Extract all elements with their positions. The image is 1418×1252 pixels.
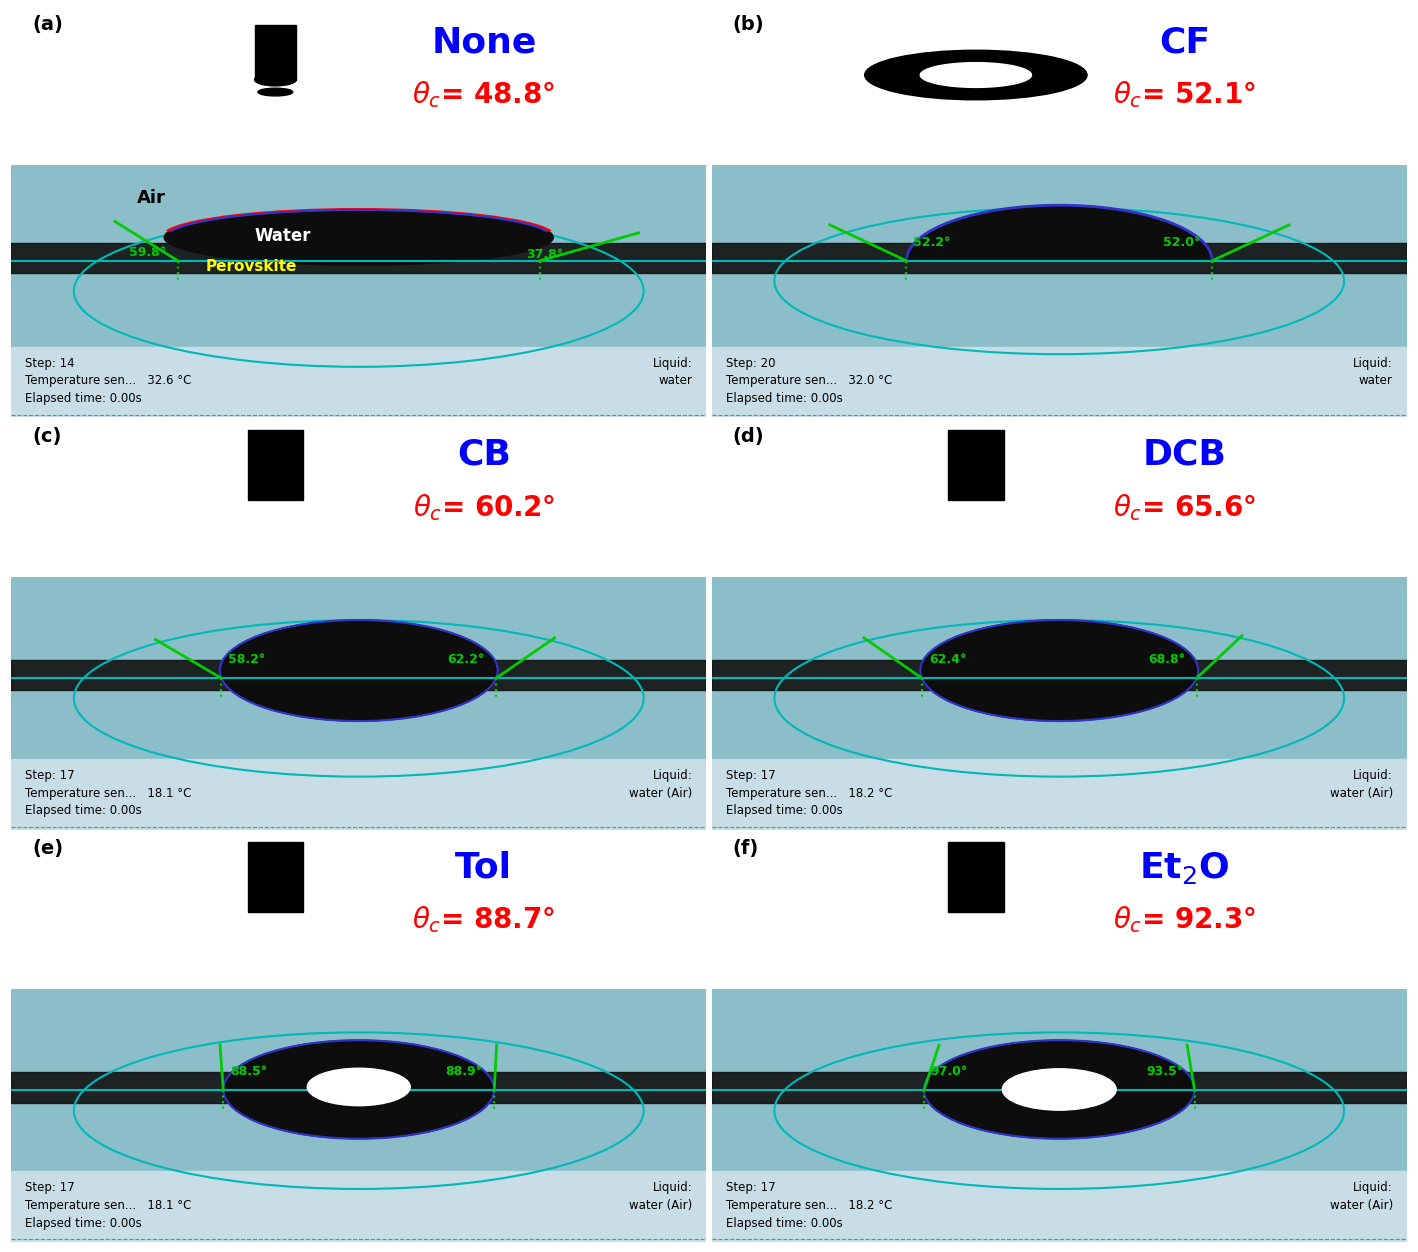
Text: Liquid:: Liquid: — [652, 769, 692, 782]
Text: $\it{\theta_c}$= 48.8°: $\it{\theta_c}$= 48.8° — [413, 80, 556, 110]
Text: Step: 20: Step: 20 — [726, 357, 776, 369]
Text: Elapsed time: 0.00s: Elapsed time: 0.00s — [26, 804, 142, 818]
Text: DCB: DCB — [1143, 438, 1227, 472]
Text: 88.5°: 88.5° — [230, 1065, 268, 1078]
Ellipse shape — [255, 74, 296, 86]
Text: 62.2°: 62.2° — [448, 654, 485, 666]
Text: Air: Air — [136, 189, 166, 207]
Text: Perovskite: Perovskite — [206, 259, 298, 274]
Text: (a): (a) — [33, 15, 62, 34]
Text: Step: 17: Step: 17 — [26, 1182, 75, 1194]
Circle shape — [1003, 1069, 1116, 1111]
Bar — [254, 25, 296, 80]
Bar — [949, 431, 1004, 500]
Text: Et$_2$O: Et$_2$O — [1139, 850, 1229, 886]
Text: Liquid:: Liquid: — [1353, 1182, 1392, 1194]
Text: Step: 17: Step: 17 — [26, 769, 75, 782]
Circle shape — [920, 620, 1198, 721]
Text: Temperature sen...   18.2 °C: Temperature sen... 18.2 °C — [726, 786, 892, 800]
Text: (b): (b) — [733, 15, 764, 34]
Text: $\it{\theta_c}$= 52.1°: $\it{\theta_c}$= 52.1° — [1113, 80, 1256, 110]
Text: Liquid:: Liquid: — [652, 1182, 692, 1194]
Bar — [712, 1072, 1407, 1103]
Text: (d): (d) — [733, 427, 764, 446]
Circle shape — [865, 50, 1088, 100]
Text: Water: Water — [254, 227, 311, 244]
Text: $\it{\theta_c}$= 60.2°: $\it{\theta_c}$= 60.2° — [413, 492, 554, 523]
Text: water (Air): water (Air) — [630, 786, 692, 800]
Bar — [11, 759, 706, 830]
Bar — [11, 243, 706, 273]
Text: 37.8°: 37.8° — [526, 248, 563, 262]
Circle shape — [308, 1068, 410, 1106]
Text: water (Air): water (Air) — [630, 1199, 692, 1212]
Text: $\it{\theta_c}$= 92.3°: $\it{\theta_c}$= 92.3° — [1113, 904, 1256, 935]
Circle shape — [920, 63, 1031, 88]
Bar — [712, 660, 1407, 690]
Text: Liquid:: Liquid: — [652, 357, 692, 369]
Bar — [949, 843, 1004, 911]
Ellipse shape — [164, 209, 553, 265]
Text: Temperature sen...   18.2 °C: Temperature sen... 18.2 °C — [726, 1199, 892, 1212]
Text: Elapsed time: 0.00s: Elapsed time: 0.00s — [726, 1217, 842, 1229]
Text: water (Air): water (Air) — [1330, 786, 1392, 800]
Text: 52.2°: 52.2° — [913, 235, 950, 249]
Text: (c): (c) — [33, 427, 61, 446]
Text: Step: 14: Step: 14 — [26, 357, 75, 369]
Bar — [11, 1172, 706, 1242]
Text: CB: CB — [457, 438, 510, 472]
Text: 58.2°: 58.2° — [228, 654, 265, 666]
Text: Temperature sen...   32.0 °C: Temperature sen... 32.0 °C — [726, 374, 892, 387]
Wedge shape — [906, 205, 1212, 260]
Text: 62.4°: 62.4° — [929, 654, 966, 666]
Text: Liquid:: Liquid: — [1353, 769, 1392, 782]
Text: 88.9°: 88.9° — [445, 1065, 482, 1078]
Bar — [11, 1072, 706, 1103]
Text: CF: CF — [1159, 25, 1210, 60]
Text: Tol: Tol — [455, 850, 512, 884]
Text: $\it{\theta_c}$= 65.6°: $\it{\theta_c}$= 65.6° — [1113, 492, 1256, 523]
Text: None: None — [431, 25, 536, 60]
Text: 93.5°: 93.5° — [1146, 1065, 1183, 1078]
Bar — [248, 843, 303, 911]
Text: Elapsed time: 0.00s: Elapsed time: 0.00s — [26, 392, 142, 406]
Bar — [11, 347, 706, 417]
Text: Temperature sen...   18.1 °C: Temperature sen... 18.1 °C — [26, 786, 191, 800]
Text: $\it{\theta_c}$= 88.7°: $\it{\theta_c}$= 88.7° — [413, 904, 556, 935]
Text: Temperature sen...   18.1 °C: Temperature sen... 18.1 °C — [26, 1199, 191, 1212]
Text: water: water — [658, 374, 692, 387]
Bar — [712, 1172, 1407, 1242]
Text: (e): (e) — [33, 839, 64, 859]
Text: Temperature sen...   32.6 °C: Temperature sen... 32.6 °C — [26, 374, 191, 387]
Circle shape — [258, 88, 292, 96]
Text: Elapsed time: 0.00s: Elapsed time: 0.00s — [726, 804, 842, 818]
Bar — [248, 431, 303, 500]
Bar — [11, 660, 706, 690]
Circle shape — [223, 1040, 495, 1139]
Text: 52.0°: 52.0° — [1163, 235, 1201, 249]
Bar — [712, 243, 1407, 273]
Text: 97.0°: 97.0° — [930, 1065, 968, 1078]
Text: Step: 17: Step: 17 — [726, 1182, 776, 1194]
Text: (f): (f) — [733, 839, 759, 859]
Text: 68.8°: 68.8° — [1149, 654, 1185, 666]
Circle shape — [220, 620, 498, 721]
Text: water: water — [1358, 374, 1392, 387]
Circle shape — [923, 1040, 1195, 1139]
Text: Step: 17: Step: 17 — [726, 769, 776, 782]
Bar — [712, 759, 1407, 830]
Text: Liquid:: Liquid: — [1353, 357, 1392, 369]
Bar — [712, 347, 1407, 417]
Text: 59.8°: 59.8° — [129, 245, 166, 259]
Text: Elapsed time: 0.00s: Elapsed time: 0.00s — [26, 1217, 142, 1229]
Text: Elapsed time: 0.00s: Elapsed time: 0.00s — [726, 392, 842, 406]
Text: water (Air): water (Air) — [1330, 1199, 1392, 1212]
